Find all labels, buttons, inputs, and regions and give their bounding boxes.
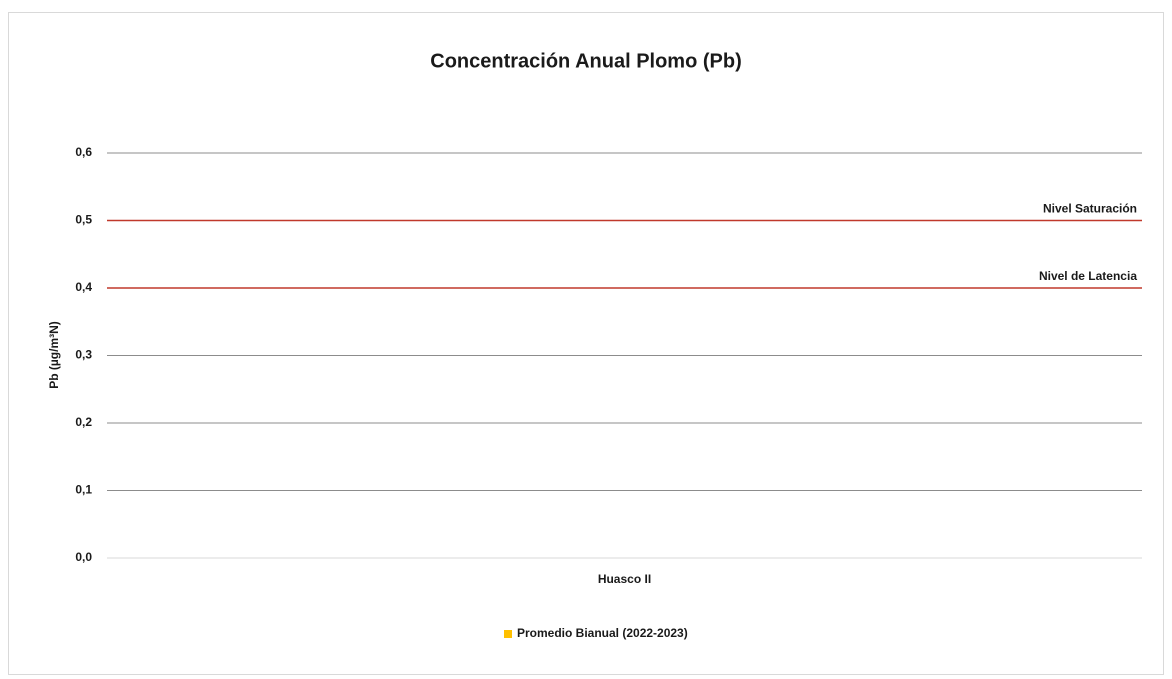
y-axis-label: Pb (µg/m³N) — [47, 321, 61, 389]
chart-title: Concentración Anual Plomo (Pb) — [430, 50, 742, 72]
y-tick-label: 0,1 — [75, 483, 92, 497]
chart-frame — [8, 12, 1164, 675]
legend-swatch — [504, 630, 512, 638]
y-tick-label: 0,3 — [75, 348, 92, 362]
legend-label: Promedio Bianual (2022-2023) — [517, 626, 688, 640]
x-tick-label: Huasco II — [598, 572, 651, 586]
reference-label: Nivel de Latencia — [1039, 269, 1137, 283]
y-tick-label: 0,5 — [75, 213, 92, 227]
y-tick-label: 0,0 — [75, 550, 92, 564]
y-tick-label: 0,4 — [75, 280, 92, 294]
y-tick-label: 0,2 — [75, 415, 92, 429]
y-tick-label: 0,6 — [75, 145, 92, 159]
reference-label: Nivel Saturación — [1043, 202, 1137, 216]
